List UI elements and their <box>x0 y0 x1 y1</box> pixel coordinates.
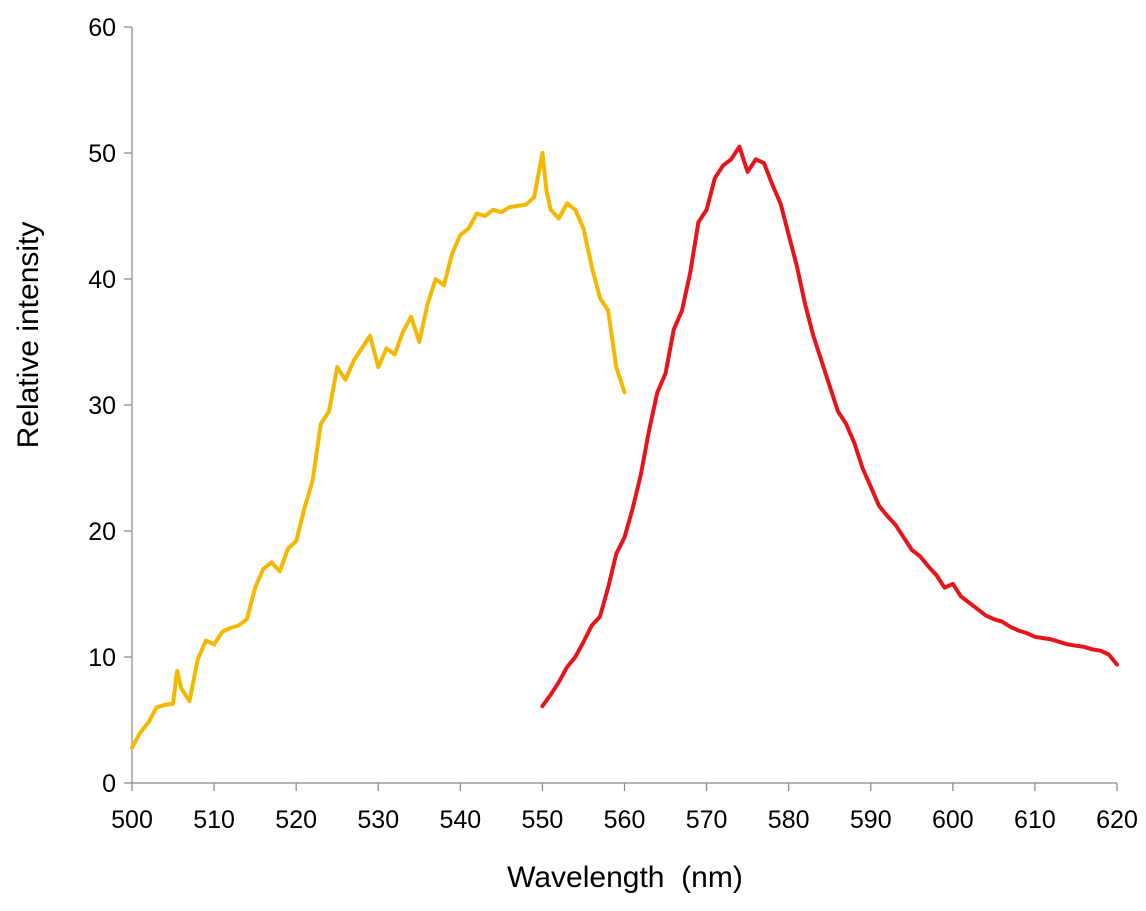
y-tick-label: 40 <box>88 266 116 294</box>
x-tick-label: 580 <box>768 806 810 834</box>
series-layer <box>130 144 1119 750</box>
y-tick-label: 0 <box>102 770 116 798</box>
y-axis-title: Relative intensity <box>12 222 45 449</box>
x-tick-label: 530 <box>357 806 399 834</box>
x-tick-label: 590 <box>850 806 892 834</box>
x-tick-label: 540 <box>439 806 481 834</box>
y-tick-label: 20 <box>88 518 116 546</box>
axes: 0 10 20 30 40 50 60 500 510 520 530 540 550 560 570 580… <box>88 14 1138 834</box>
x-tick-label: 550 <box>522 806 564 834</box>
series-line-2 <box>540 144 1119 709</box>
series-line-1 <box>130 151 627 750</box>
x-tick-label: 600 <box>932 806 974 834</box>
y-tick-label: 50 <box>88 140 116 168</box>
x-tick-label: 570 <box>686 806 728 834</box>
y-tick-label: 10 <box>88 644 116 672</box>
x-tick-label: 500 <box>111 806 153 834</box>
y-tick-label: 30 <box>88 392 116 420</box>
x-tick-label: 610 <box>1014 806 1056 834</box>
x-tick-label: 520 <box>275 806 317 834</box>
x-tick-label: 620 <box>1096 806 1138 834</box>
x-axis-title: Wavelength (nm) <box>507 861 743 894</box>
y-tick-label: 60 <box>88 14 116 42</box>
x-tick-label: 560 <box>604 806 646 834</box>
x-tick-label: 510 <box>193 806 235 834</box>
